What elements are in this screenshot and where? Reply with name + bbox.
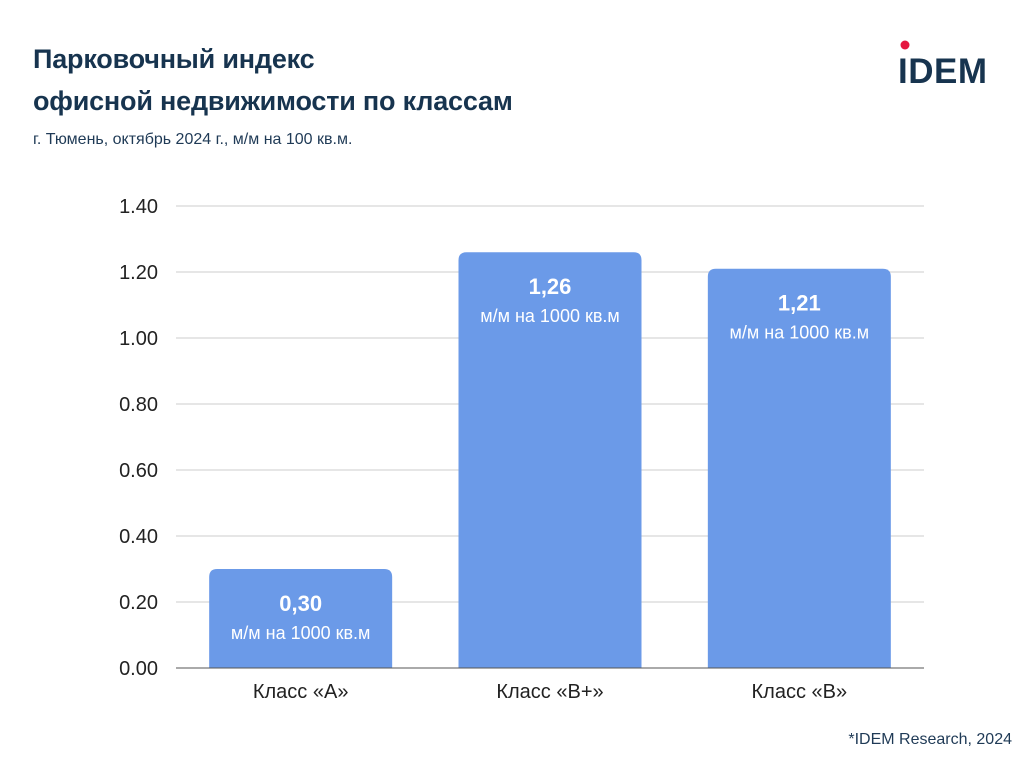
source-note: *IDEM Research, 2024 bbox=[848, 731, 1012, 748]
y-tick-label: 0.80 bbox=[119, 394, 158, 416]
y-tick-label: 1.00 bbox=[119, 328, 158, 350]
bar bbox=[707, 268, 891, 668]
x-category-label: Класс «A» bbox=[253, 681, 349, 703]
y-tick-label: 0.00 bbox=[119, 658, 158, 680]
y-axis-tick-labels: 0.00 0.20 0.40 0.60 0.80 1.00 1.20 1.40 bbox=[119, 196, 158, 680]
x-category-label: Класс «B» bbox=[752, 681, 848, 703]
chart-subtitle: г. Тюмень, октябрь 2024 г., м/м на 100 к… bbox=[33, 131, 353, 148]
chart-title-line-1: Парковочный индекс bbox=[33, 44, 315, 74]
bar bbox=[458, 252, 642, 668]
bar-unit-label: м/м на 1000 кв.м bbox=[231, 623, 371, 643]
chart-title-line-2: офисной недвижимости по классам bbox=[33, 86, 513, 116]
bar-unit-label: м/м на 1000 кв.м bbox=[480, 306, 620, 326]
y-tick-label: 0.60 bbox=[119, 460, 158, 482]
idem-logo-graphic: IDEM bbox=[898, 40, 988, 86]
idem-logo: IDEM bbox=[898, 40, 998, 86]
y-tick-label: 0.40 bbox=[119, 526, 158, 548]
bar-value-label: 1,21 bbox=[778, 291, 821, 316]
bar-chart: 0.00 0.20 0.40 0.60 0.80 1.00 1.20 1.40 0,30 м/м… bbox=[119, 196, 924, 703]
bar bbox=[209, 569, 393, 668]
chart-title: Парковочный индекс офисной недвижимости … bbox=[33, 38, 513, 122]
bar-value-label: 0,30 bbox=[279, 591, 322, 616]
bar-unit-label: м/м на 1000 кв.м bbox=[730, 323, 870, 343]
y-tick-label: 1.20 bbox=[119, 262, 158, 284]
x-axis-category-labels: Класс «A» Класс «B+» Класс «B» bbox=[253, 681, 847, 703]
y-tick-label: 0.20 bbox=[119, 592, 158, 614]
bars: 0,30 м/м на 1000 кв.м 1,26 м/м на 1000 кв.м… bbox=[209, 252, 891, 668]
x-category-label: Класс «B+» bbox=[496, 681, 603, 703]
y-tick-label: 1.40 bbox=[119, 196, 158, 218]
logo-text: IDEM bbox=[898, 52, 988, 86]
bar-value-label: 1,26 bbox=[529, 274, 572, 299]
logo-dot bbox=[900, 40, 910, 50]
